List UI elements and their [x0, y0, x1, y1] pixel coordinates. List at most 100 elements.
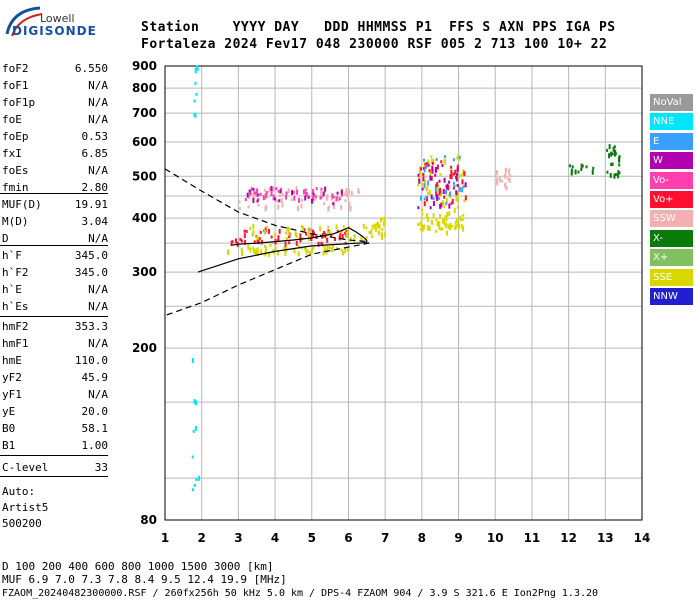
echo-point: [441, 163, 444, 167]
legend-item: NNE: [650, 113, 693, 131]
param-key: hmF2: [2, 320, 29, 333]
echo-point: [284, 241, 287, 247]
echo-point: [435, 167, 438, 173]
echo-point: [568, 164, 571, 168]
echo-point: [267, 228, 270, 234]
y-tick-label: 900: [132, 59, 157, 73]
echo-point: [333, 200, 336, 206]
echo-point: [440, 190, 443, 196]
echo-point: [438, 179, 441, 183]
echo-point: [293, 248, 296, 254]
echo-point: [341, 250, 344, 256]
echo-point: [342, 225, 345, 229]
echo-point: [291, 190, 294, 196]
echo-point: [436, 181, 439, 187]
echo-point: [195, 400, 198, 406]
echo-point: [238, 206, 241, 210]
echo-point: [275, 187, 278, 191]
echo-point: [280, 198, 283, 204]
param-value: 6.85: [81, 147, 109, 160]
echo-point: [303, 228, 306, 232]
x-tick-label: 3: [234, 531, 242, 545]
legend-item: SSE: [650, 268, 693, 286]
echo-point: [234, 238, 237, 244]
echo-point: [324, 190, 327, 194]
param-row: hmF2 353.3: [2, 320, 108, 336]
echo-point: [335, 196, 338, 202]
legend-item: X-: [650, 229, 693, 247]
echo-point: [304, 188, 307, 192]
echo-point: [434, 229, 437, 233]
echo-point: [443, 195, 446, 199]
echo-point: [274, 197, 277, 201]
echo-point: [312, 192, 315, 196]
echo-point: [424, 166, 427, 170]
param-value: N/A: [88, 164, 108, 177]
echo-point: [337, 196, 340, 202]
echo-point: [614, 172, 617, 176]
echo-point: [330, 234, 333, 238]
param-row: fmin 2.80: [2, 181, 108, 197]
echo-point: [258, 236, 261, 240]
echo-point: [442, 217, 445, 223]
echo-point: [417, 173, 420, 177]
echo-point: [254, 250, 257, 256]
y-tick-label: 200: [132, 341, 157, 355]
echo-point: [508, 168, 511, 172]
echo-point: [614, 149, 617, 155]
echo-point: [295, 235, 298, 239]
echo-point: [443, 155, 446, 159]
echo-point: [263, 188, 266, 192]
echo-point: [423, 224, 426, 230]
echo-point: [500, 179, 503, 183]
echo-point: [457, 221, 460, 227]
echo-point: [195, 477, 198, 481]
param-row: foF2 6.550: [2, 62, 108, 78]
echo-point: [336, 247, 339, 251]
echo-point: [455, 173, 458, 177]
echo-point: [276, 250, 279, 256]
echo-point: [418, 170, 421, 176]
echo-point: [257, 236, 260, 240]
echo-point: [370, 229, 373, 235]
param-value: 45.9: [81, 371, 109, 384]
echo-point: [452, 172, 455, 176]
param-key: yF1: [2, 388, 22, 401]
echo-point: [420, 217, 423, 221]
echo-point: [198, 475, 201, 481]
echo-point: [444, 189, 447, 195]
echo-point: [312, 232, 315, 238]
param-row: foF1 N/A: [2, 79, 108, 95]
echo-point: [247, 205, 250, 209]
echo-point: [460, 218, 463, 222]
echo-point: [374, 226, 377, 232]
param-key: B1: [2, 439, 16, 452]
echo-point: [439, 187, 442, 193]
param-value: 20.0: [81, 405, 109, 418]
echo-point: [430, 155, 433, 159]
echo-point: [345, 231, 348, 235]
echo-point: [285, 191, 288, 195]
echo-point: [252, 229, 255, 235]
echo-point: [508, 177, 511, 183]
echo-point: [450, 201, 453, 205]
echo-point: [375, 223, 378, 227]
echo-point: [329, 231, 332, 235]
param-key: h`E: [2, 283, 22, 296]
echo-point: [443, 158, 446, 164]
echo-point: [322, 191, 325, 197]
echo-point: [442, 200, 445, 206]
echo-point: [439, 227, 442, 231]
echo-point: [249, 247, 252, 253]
param-key: D: [2, 232, 9, 245]
echo-point: [323, 202, 326, 206]
echo-point: [260, 249, 263, 255]
echo-point: [438, 221, 441, 227]
echo-point: [279, 192, 282, 198]
echo-point: [265, 246, 268, 250]
echo-point: [313, 198, 316, 202]
echo-point: [287, 227, 290, 231]
echo-point: [456, 223, 459, 227]
echo-point: [327, 230, 330, 236]
echo-point: [580, 163, 583, 169]
